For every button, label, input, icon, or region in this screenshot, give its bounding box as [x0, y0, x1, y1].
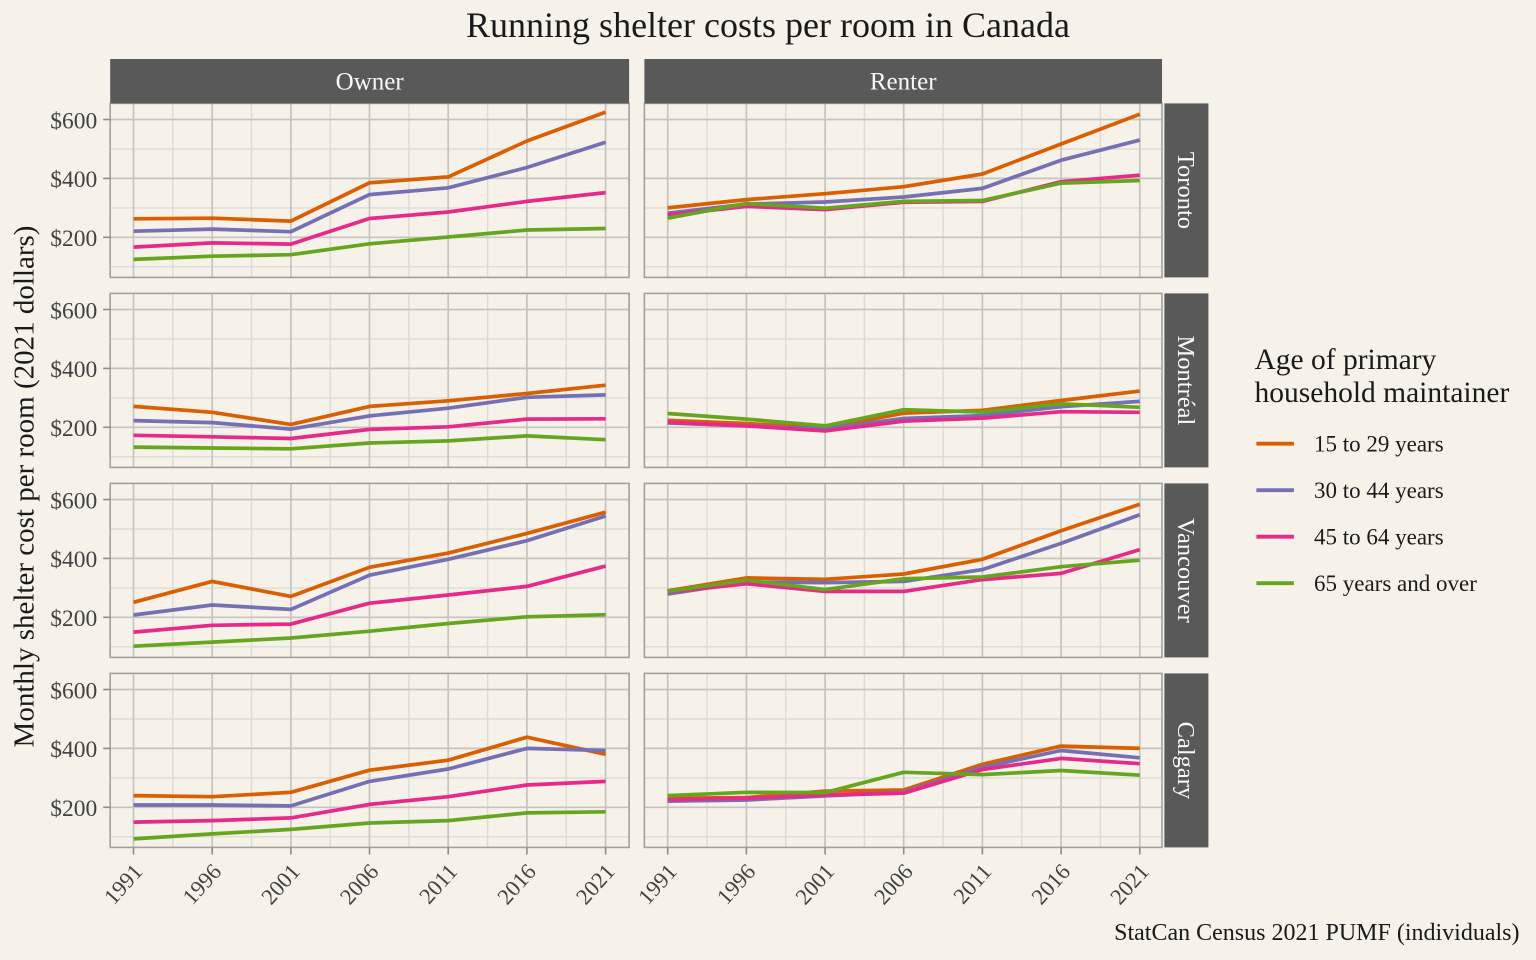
svg-text:$400: $400	[50, 737, 97, 763]
svg-text:household maintainer: household maintainer	[1255, 377, 1510, 409]
svg-text:Monthly shelter cost per room: Monthly shelter cost per room (2021 doll…	[9, 226, 41, 748]
svg-text:Montréal: Montréal	[1172, 335, 1199, 425]
svg-text:$400: $400	[50, 167, 97, 193]
svg-text:Running shelter costs per room: Running shelter costs per room in Canada	[466, 5, 1070, 45]
svg-text:StatCan Census 2021 PUMF (indi: StatCan Census 2021 PUMF (individuals)	[1114, 920, 1519, 946]
svg-text:Owner: Owner	[336, 69, 405, 96]
svg-text:$400: $400	[50, 357, 97, 383]
svg-text:$200: $200	[50, 796, 97, 822]
svg-text:Vancouver: Vancouver	[1172, 518, 1199, 623]
svg-text:Calgary: Calgary	[1172, 722, 1199, 800]
svg-text:$400: $400	[50, 547, 97, 573]
svg-text:$200: $200	[50, 606, 97, 632]
svg-text:$600: $600	[50, 108, 97, 134]
svg-text:Renter: Renter	[870, 69, 937, 96]
svg-text:$200: $200	[50, 226, 97, 252]
svg-text:$200: $200	[50, 416, 97, 442]
svg-text:65 years and over: 65 years and over	[1314, 571, 1477, 596]
svg-text:$600: $600	[50, 488, 97, 514]
svg-text:30 to 44 years: 30 to 44 years	[1314, 478, 1444, 503]
svg-text:15 to 29 years: 15 to 29 years	[1314, 432, 1444, 457]
svg-text:45 to 64 years: 45 to 64 years	[1314, 525, 1444, 550]
svg-text:Toronto: Toronto	[1172, 152, 1199, 229]
svg-text:$600: $600	[50, 678, 97, 704]
svg-text:Age of primary: Age of primary	[1255, 344, 1437, 376]
svg-text:$600: $600	[50, 298, 97, 324]
